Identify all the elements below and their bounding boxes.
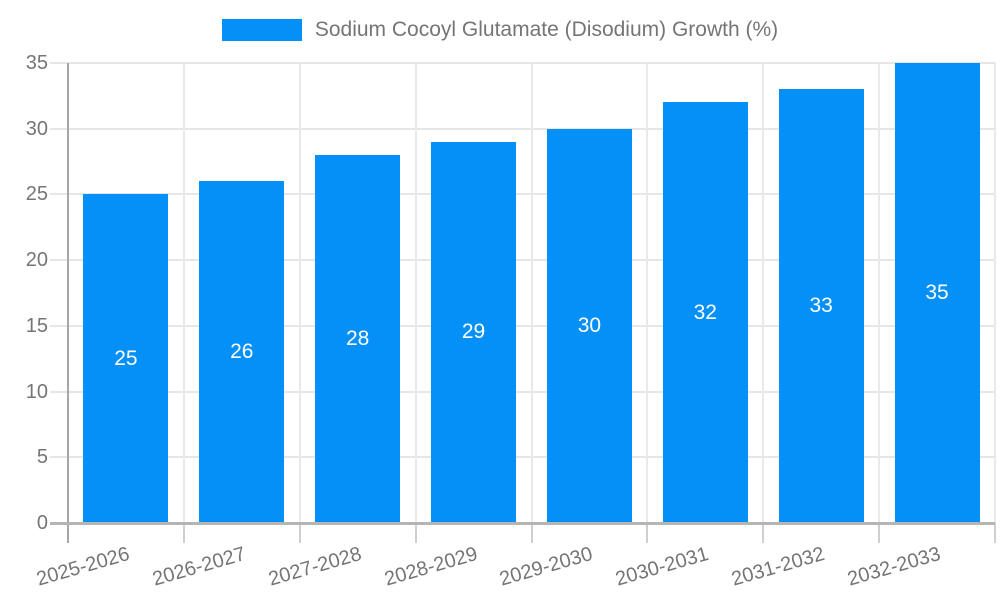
x-axis-category-label: 2025-2026 — [33, 543, 133, 591]
x-axis-tick — [298, 523, 301, 543]
x-axis-tick — [762, 523, 765, 543]
x-gridline — [298, 63, 301, 523]
y-gridline — [50, 259, 995, 262]
bar-value-label: 32 — [693, 300, 717, 324]
legend-swatch — [221, 19, 302, 41]
bar-value-label: 28 — [346, 327, 370, 350]
y-gridline — [50, 193, 995, 196]
bar[interactable]: 29 — [431, 141, 517, 523]
bar-value-label: 26 — [230, 340, 254, 364]
bar[interactable]: 33 — [778, 89, 864, 523]
bar[interactable]: 35 — [894, 63, 980, 523]
x-axis-category-label: 2029-2030 — [497, 543, 596, 591]
bar[interactable]: 28 — [315, 155, 401, 523]
y-axis-tick-label: 20 — [25, 249, 48, 272]
y-axis-tick-label: 15 — [25, 314, 48, 337]
y-gridline — [50, 324, 995, 327]
x-axis-category-label: 2030-2031 — [613, 543, 712, 591]
x-axis-tick — [878, 523, 881, 543]
bar[interactable]: 30 — [546, 128, 632, 523]
x-axis-category-label: 2032-2033 — [845, 543, 944, 591]
y-axis-tick-label: 10 — [25, 380, 48, 403]
y-gridline — [50, 127, 995, 130]
bar[interactable]: 32 — [662, 102, 748, 523]
bar-value-label: 29 — [461, 320, 486, 344]
x-gridline — [994, 63, 996, 523]
x-axis-tick — [646, 523, 649, 543]
y-gridline — [50, 456, 995, 459]
chart-legend[interactable]: Sodium Cocoyl Glutamate (Disodium) Growt… — [0, 18, 1000, 42]
x-gridline — [762, 63, 765, 523]
y-axis-line — [67, 63, 69, 543]
bar[interactable]: 26 — [199, 181, 285, 523]
bar[interactable]: 25 — [83, 194, 169, 523]
y-axis-tick-label: 35 — [25, 52, 48, 74]
y-axis-tick-label: 30 — [25, 117, 48, 140]
bar-value-label: 25 — [114, 346, 138, 370]
x-axis-category-label: 2028-2029 — [381, 543, 480, 591]
x-axis-tick — [182, 523, 185, 543]
y-axis-tick-label: 5 — [36, 446, 48, 469]
x-axis-tick — [530, 523, 533, 543]
y-gridline — [50, 390, 995, 393]
x-gridline — [878, 63, 881, 523]
x-axis-tick — [414, 523, 417, 543]
x-axis-tick — [994, 523, 996, 543]
y-gridline — [50, 62, 995, 64]
x-axis-category-label: 2031-2032 — [729, 543, 828, 591]
x-gridline — [646, 63, 649, 523]
x-gridline — [530, 63, 533, 523]
legend-label: Sodium Cocoyl Glutamate (Disodium) Growt… — [314, 18, 779, 41]
x-axis-category-label: 2027-2028 — [265, 543, 364, 591]
x-axis-line — [50, 522, 995, 525]
bar-value-label: 30 — [577, 313, 602, 337]
y-axis-tick-label: 25 — [25, 183, 48, 206]
bar-value-label: 35 — [925, 281, 949, 304]
x-gridline — [414, 63, 417, 523]
x-gridline — [182, 63, 185, 523]
bar-value-label: 33 — [809, 294, 833, 318]
x-axis-category-label: 2026-2027 — [149, 543, 248, 591]
y-axis-tick-label: 0 — [36, 512, 48, 534]
